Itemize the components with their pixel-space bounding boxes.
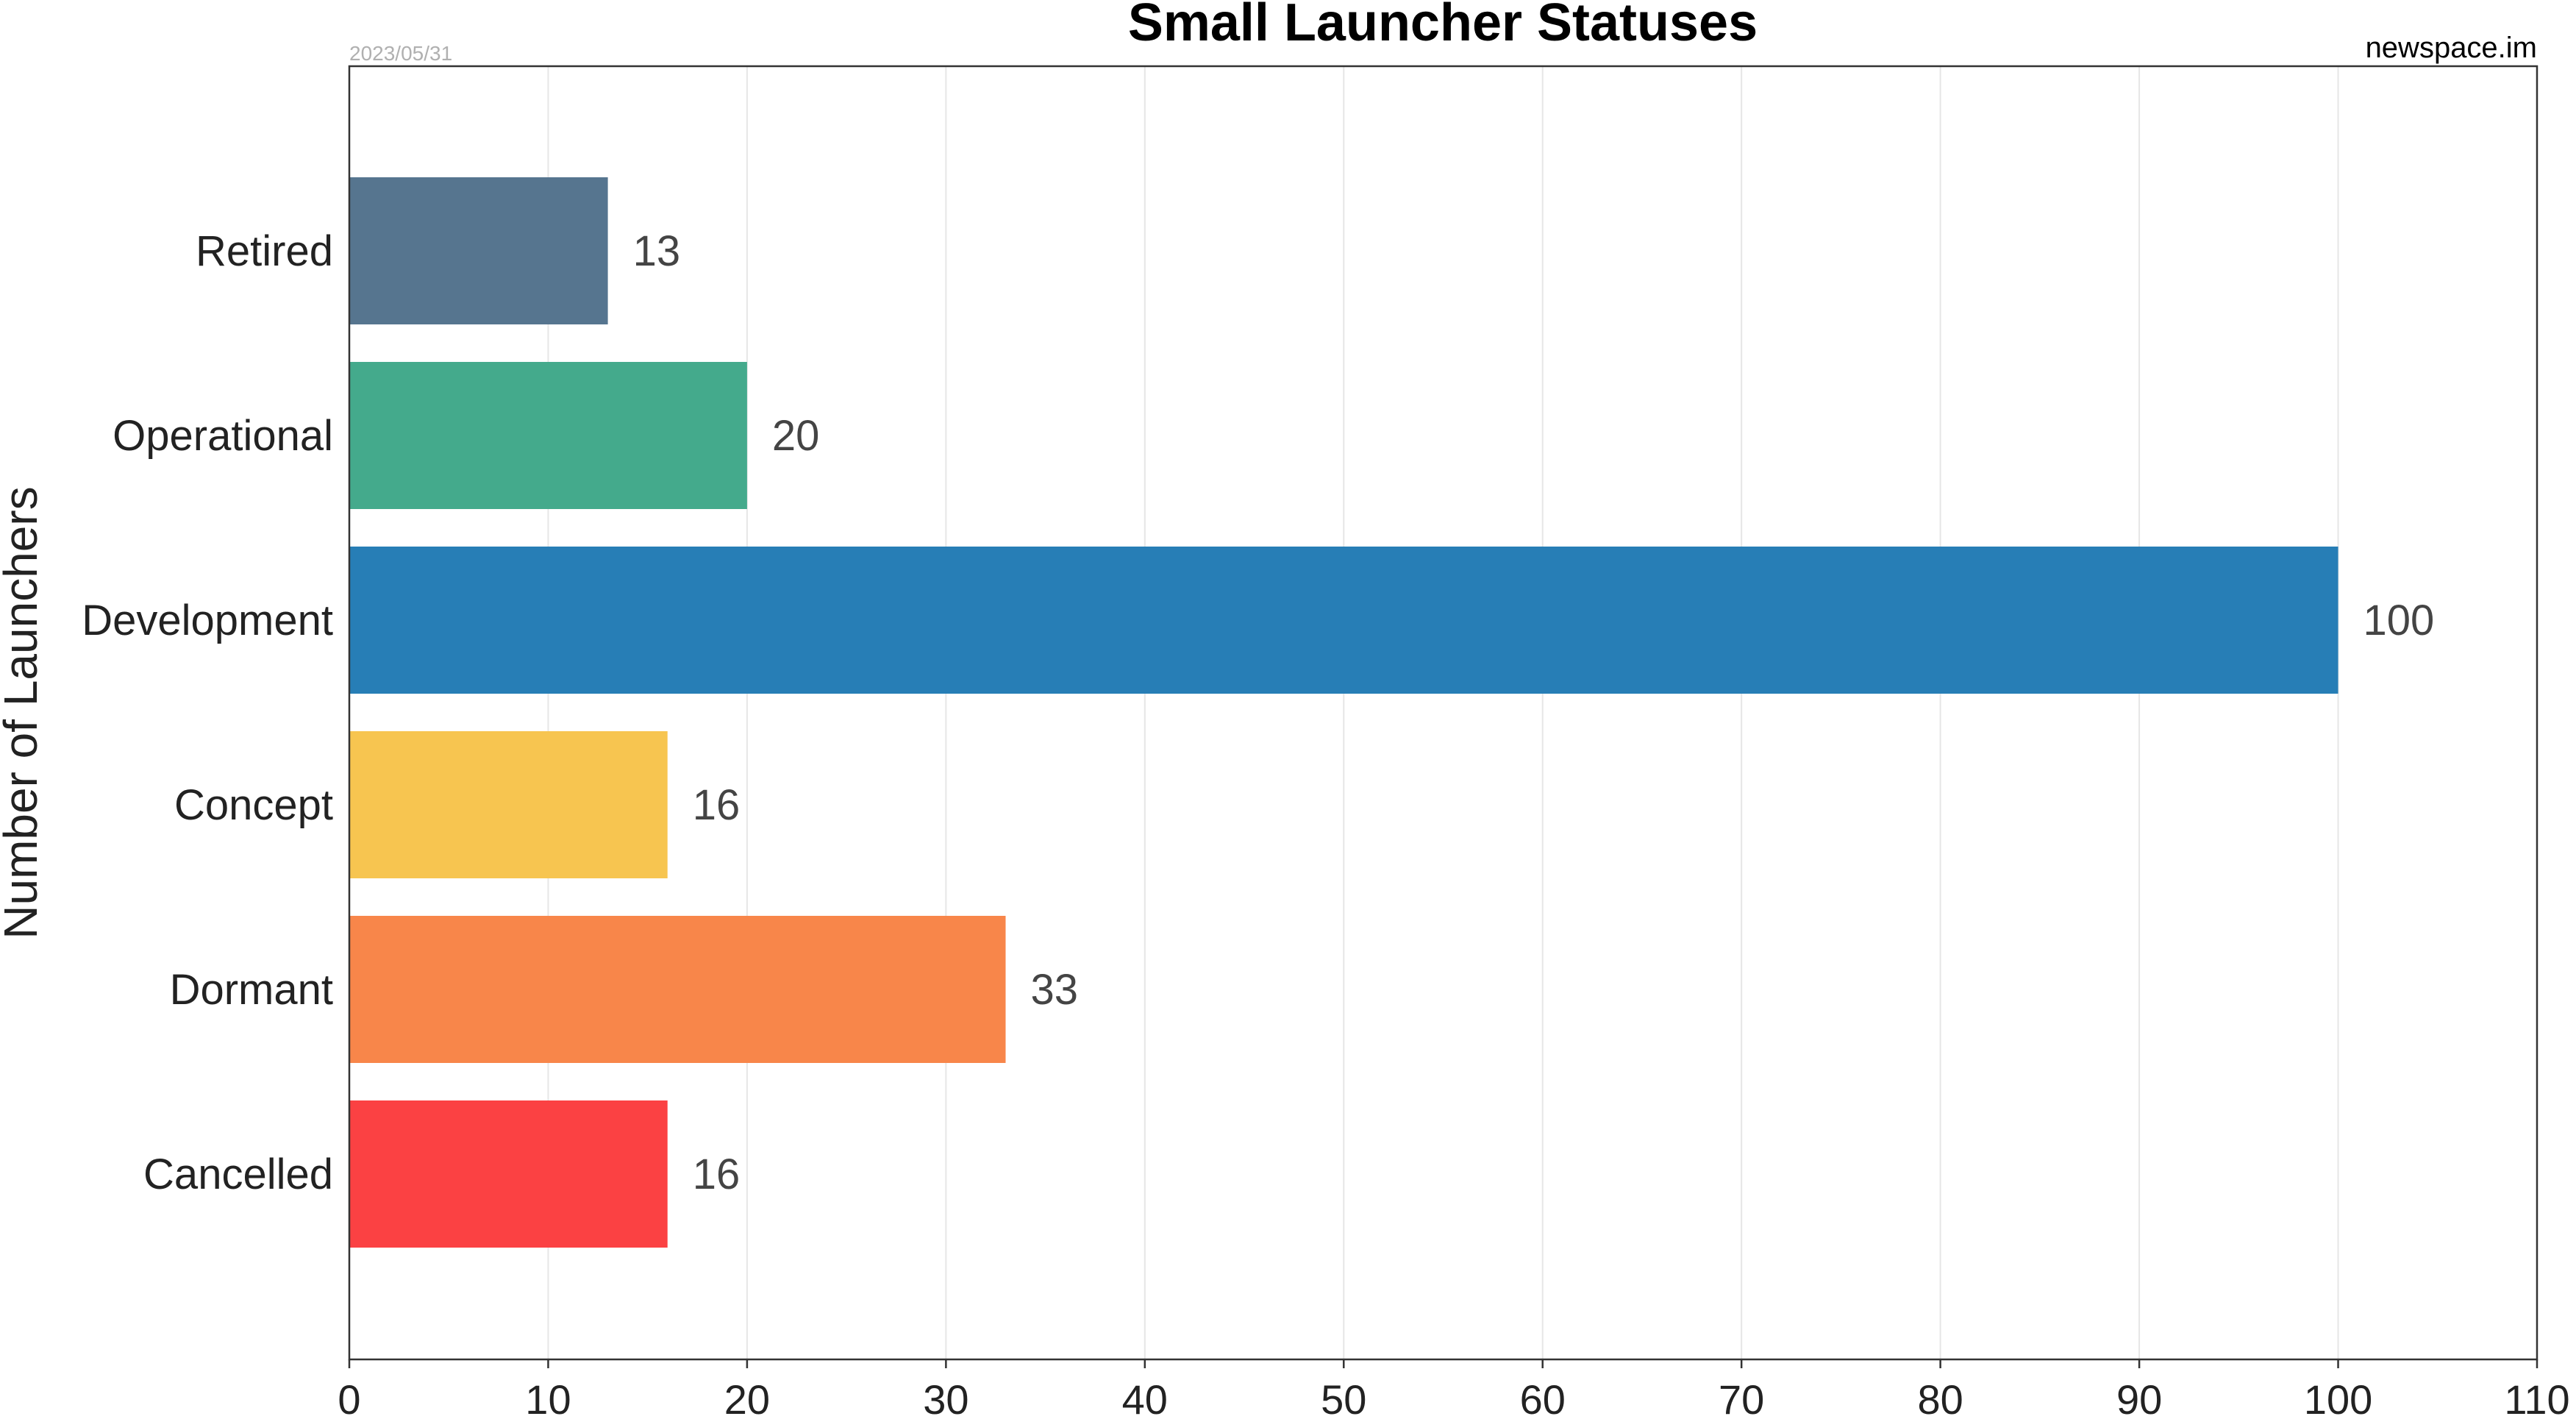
x-tick-label-110: 110 <box>2504 1376 2569 1419</box>
x-tick-label-90: 90 <box>2116 1376 2162 1419</box>
bar-development <box>349 547 2338 694</box>
bar-operational <box>349 362 747 509</box>
x-tick-label-10: 10 <box>525 1376 571 1419</box>
x-tick-label-20: 20 <box>724 1376 770 1419</box>
x-tick-label-40: 40 <box>1122 1376 1168 1419</box>
bar-retired <box>349 177 608 324</box>
bar-dormant <box>349 916 1006 1063</box>
value-label-operational: 20 <box>772 412 820 460</box>
chart-date: 2023/05/31 <box>349 42 452 65</box>
x-tick-label-70: 70 <box>1719 1376 1764 1419</box>
bars <box>349 177 2338 1248</box>
category-label-dormant: Dormant <box>170 966 333 1014</box>
x-tick-label-0: 0 <box>338 1376 360 1419</box>
value-label-concept: 16 <box>693 781 741 829</box>
x-tick-label-60: 60 <box>1520 1376 1566 1419</box>
x-tick-label-30: 30 <box>923 1376 968 1419</box>
bar-concept <box>349 731 668 878</box>
category-label-concept: Concept <box>174 781 333 829</box>
category-label-development: Development <box>82 597 333 644</box>
x-tick-label-100: 100 <box>2304 1376 2372 1419</box>
chart-title: Small Launcher Statuses <box>1128 0 1758 52</box>
grid-lines <box>547 66 2339 1359</box>
value-label-development: 100 <box>2363 597 2435 644</box>
data-labels: 13 20 100 16 33 16 <box>633 227 2435 1198</box>
x-tick-label-80: 80 <box>1917 1376 1963 1419</box>
bar-cancelled <box>349 1100 668 1248</box>
value-label-dormant: 33 <box>1031 966 1079 1014</box>
x-tick-label-50: 50 <box>1321 1376 1366 1419</box>
x-axis-ticks: 0 10 20 30 40 50 60 70 80 90 100 110 <box>338 1359 2570 1419</box>
y-axis-label: Number of Launchers <box>0 486 47 939</box>
category-label-operational: Operational <box>113 412 333 460</box>
category-label-cancelled: Cancelled <box>143 1151 333 1198</box>
plot-frame <box>348 65 2538 1361</box>
chart-source: newspace.im <box>2366 32 2537 64</box>
category-labels: Retired Operational Development Concept Dorm… <box>82 227 333 1198</box>
value-label-cancelled: 16 <box>693 1151 741 1198</box>
value-label-retired: 13 <box>633 227 681 275</box>
category-label-retired: Retired <box>196 227 333 275</box>
